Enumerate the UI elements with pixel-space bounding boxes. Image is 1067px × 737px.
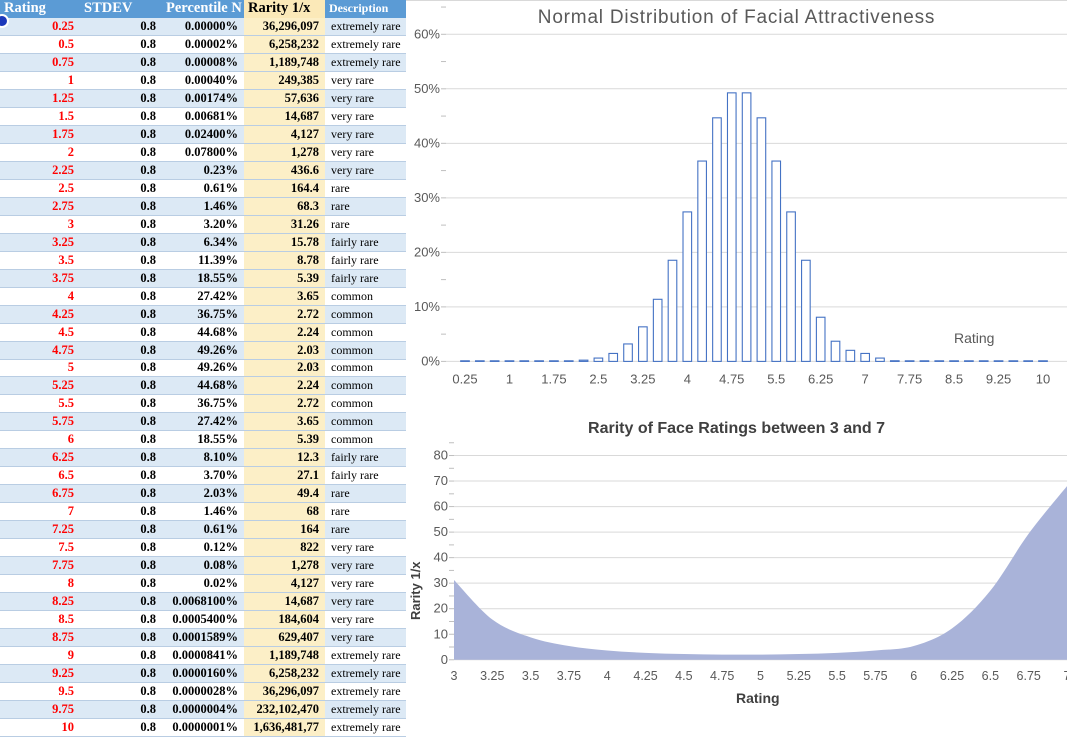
svg-text:40: 40 (434, 550, 448, 565)
svg-text:5: 5 (757, 669, 764, 683)
svg-text:70: 70 (434, 473, 448, 488)
svg-text:4: 4 (684, 371, 691, 386)
svg-text:6.25: 6.25 (808, 371, 833, 386)
svg-text:30%: 30% (414, 190, 440, 205)
svg-text:60: 60 (434, 499, 448, 514)
svg-text:1: 1 (506, 371, 513, 386)
svg-text:40%: 40% (414, 135, 440, 150)
svg-text:5.75: 5.75 (863, 669, 887, 683)
svg-text:0%: 0% (421, 353, 440, 368)
svg-text:4: 4 (604, 669, 611, 683)
svg-text:3.25: 3.25 (630, 371, 655, 386)
svg-text:50: 50 (434, 524, 448, 539)
svg-text:6.75: 6.75 (1017, 669, 1041, 683)
svg-text:4.75: 4.75 (710, 669, 734, 683)
svg-text:5.25: 5.25 (787, 669, 811, 683)
svg-text:3.75: 3.75 (557, 669, 581, 683)
svg-text:9.25: 9.25 (986, 371, 1011, 386)
svg-text:4.75: 4.75 (719, 371, 744, 386)
svg-text:3.5: 3.5 (522, 669, 539, 683)
svg-text:1.75: 1.75 (541, 371, 566, 386)
svg-text:8.5: 8.5 (945, 371, 963, 386)
svg-text:10%: 10% (414, 299, 440, 314)
svg-text:7: 7 (862, 371, 869, 386)
svg-text:5.5: 5.5 (767, 371, 785, 386)
svg-text:4.25: 4.25 (633, 669, 657, 683)
svg-text:3: 3 (451, 669, 458, 683)
svg-text:30: 30 (434, 575, 448, 590)
svg-text:20: 20 (434, 601, 448, 616)
svg-text:0: 0 (441, 652, 448, 667)
svg-text:7: 7 (1064, 669, 1067, 683)
svg-text:7.75: 7.75 (897, 371, 922, 386)
svg-text:6.5: 6.5 (982, 669, 999, 683)
svg-text:6.25: 6.25 (940, 669, 964, 683)
svg-text:2.5: 2.5 (589, 371, 607, 386)
svg-text:50%: 50% (414, 81, 440, 96)
svg-text:20%: 20% (414, 244, 440, 259)
svg-text:3.25: 3.25 (480, 669, 504, 683)
svg-text:10: 10 (434, 626, 448, 641)
svg-text:5.5: 5.5 (828, 669, 845, 683)
svg-text:6: 6 (910, 669, 917, 683)
svg-text:4.5: 4.5 (675, 669, 692, 683)
svg-text:0.25: 0.25 (452, 371, 477, 386)
svg-text:80: 80 (434, 448, 448, 463)
svg-text:10: 10 (1036, 371, 1050, 386)
